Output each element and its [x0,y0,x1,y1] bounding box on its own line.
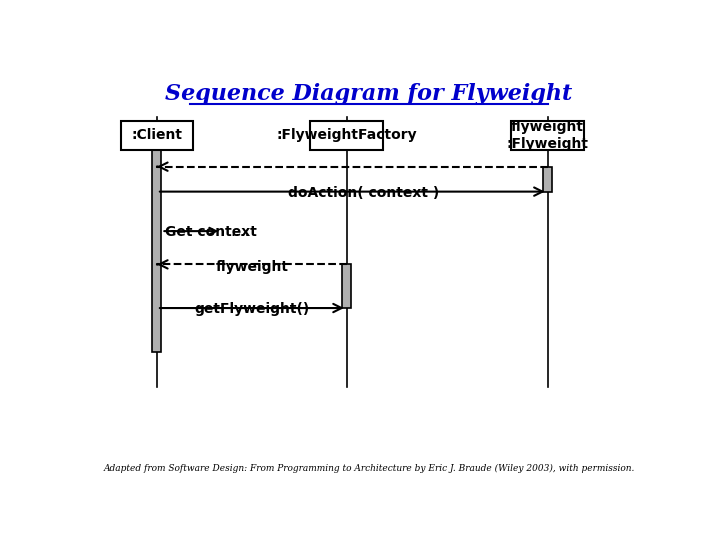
FancyBboxPatch shape [153,148,161,352]
Text: :Client: :Client [132,129,182,143]
Text: :FlyweightFactory: :FlyweightFactory [276,129,417,143]
FancyBboxPatch shape [342,265,351,308]
Text: flyweight: flyweight [215,260,288,274]
Text: getFlyweight(): getFlyweight() [194,302,310,316]
Text: Sequence Diagram for Flyweight: Sequence Diagram for Flyweight [166,83,572,105]
Text: doAction( context ): doAction( context ) [288,186,439,200]
Text: ....: .... [230,224,250,239]
FancyBboxPatch shape [310,121,383,150]
Text: flyweight
:Flyweight: flyweight :Flyweight [507,120,588,151]
Text: Get context: Get context [166,225,257,239]
FancyBboxPatch shape [543,167,552,192]
FancyBboxPatch shape [121,121,193,150]
Text: Adapted from Software Design: From Programming to Architecture by Eric J. Braude: Adapted from Software Design: From Progr… [103,463,635,472]
FancyBboxPatch shape [511,121,584,150]
